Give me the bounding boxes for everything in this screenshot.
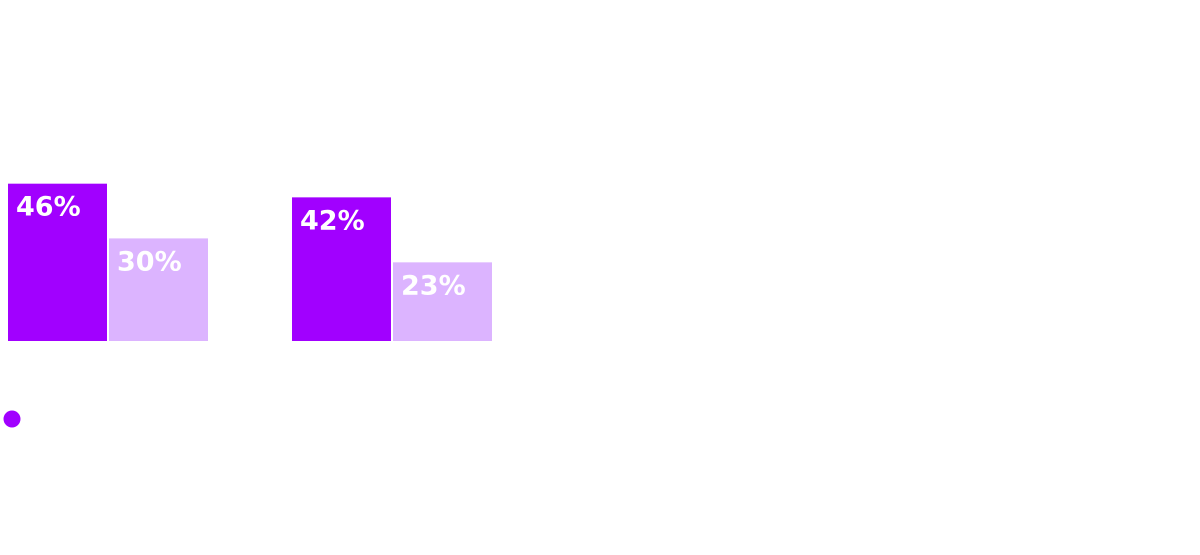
data-label-series-1-group-1: 46% [16, 192, 81, 223]
bars-layer [8, 183, 492, 341]
bar-series-1-group-1 [8, 183, 107, 341]
legend [3, 410, 21, 428]
legend-marker-icon [3, 410, 21, 428]
data-label-series-1-group-2: 42% [300, 205, 365, 236]
bar-series-2-group-1 [109, 238, 208, 341]
labels-layer: 46% 42% 30% 23% [16, 192, 466, 302]
data-label-series-2-group-1: 30% [117, 246, 182, 277]
bar-series-1-group-2 [292, 197, 391, 341]
bar-series-2-group-2 [393, 262, 492, 341]
data-label-series-2-group-2: 23% [401, 270, 466, 301]
